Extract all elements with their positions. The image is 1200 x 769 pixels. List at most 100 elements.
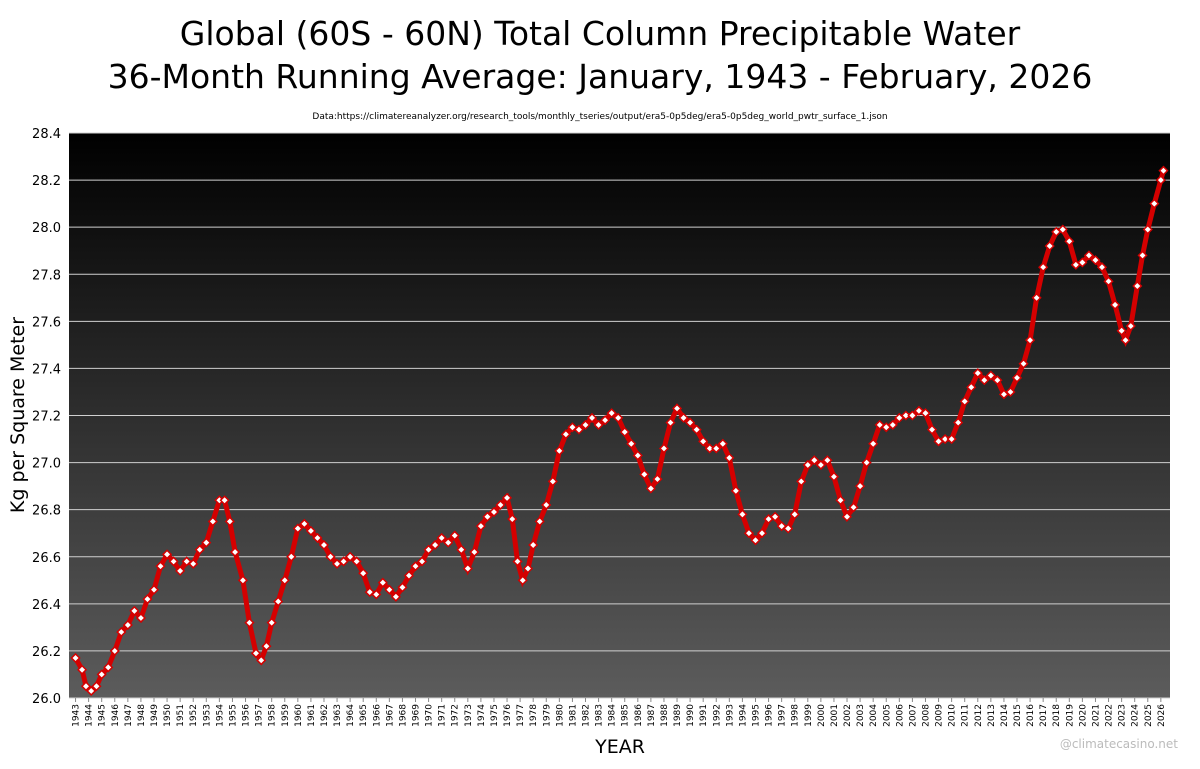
x-tick-label: 2013 [987, 704, 997, 727]
data-point [273, 596, 284, 607]
data-point [802, 459, 813, 470]
data-point [250, 648, 262, 659]
x-tick-label: 1993 [725, 704, 735, 727]
x-tick-label: 1983 [595, 704, 605, 727]
data-point [462, 563, 473, 574]
data-point [1018, 358, 1029, 369]
data-point [900, 410, 911, 421]
data-point [325, 551, 336, 562]
data-point [507, 514, 518, 525]
x-tick-label: 1988 [660, 704, 670, 727]
data-point [162, 549, 173, 560]
data-point [168, 556, 179, 567]
x-tick-label: 1967 [385, 704, 395, 727]
data-point [658, 443, 670, 454]
chart-subtitle: 36-Month Running Average: January, 1943 … [108, 57, 1093, 96]
data-point [743, 528, 755, 539]
data-point [593, 419, 604, 430]
y-tick-label: 26.6 [32, 551, 61, 566]
y-tick-label: 27.2 [32, 410, 61, 425]
data-point [711, 443, 722, 454]
x-tick-label: 1965 [359, 704, 369, 727]
data-point [855, 481, 866, 492]
data-point [397, 582, 408, 593]
chart-title: Global (60S - 60N) Total Column Precipit… [180, 14, 1021, 53]
y-tick-label: 27.6 [32, 315, 61, 330]
data-point [305, 525, 316, 536]
data-point [907, 410, 918, 421]
data-point [175, 565, 186, 576]
data-point [410, 561, 421, 572]
data-point [724, 452, 735, 463]
x-tick-label: 2007 [908, 704, 918, 727]
data-point [966, 382, 977, 393]
x-tick-label: 1968 [398, 704, 408, 727]
x-tick-label: 2020 [1078, 704, 1088, 727]
data-point [279, 575, 290, 586]
x-tick-label: 1954 [215, 704, 225, 727]
data-point [737, 509, 748, 520]
data-point [560, 429, 571, 440]
data-point [207, 516, 218, 527]
data-point [1011, 372, 1023, 383]
x-tick-label: 2004 [869, 704, 879, 727]
y-tick-label: 26.8 [32, 504, 61, 519]
source-note: Data:https://climatereanalyzer.org/resea… [312, 112, 887, 122]
data-point [501, 492, 513, 503]
data-point [261, 641, 272, 652]
data-point [750, 535, 761, 546]
data-point [1083, 250, 1094, 261]
data-point [586, 412, 598, 423]
data-point [1005, 386, 1016, 398]
y-tick-label: 28.2 [32, 174, 61, 189]
data-point [377, 577, 388, 588]
data-point [632, 450, 643, 461]
data-point [1090, 255, 1101, 266]
data-point [109, 645, 120, 656]
x-tick-label: 2026 [1157, 704, 1167, 727]
x-tick-label: 1972 [451, 704, 461, 727]
data-point [1142, 224, 1153, 235]
data-point [541, 499, 552, 511]
data-point [416, 556, 428, 567]
data-point [482, 511, 493, 522]
data-point [103, 662, 114, 673]
data-point [685, 417, 696, 428]
data-point [384, 584, 395, 595]
x-tick-label: 1969 [412, 704, 422, 727]
data-point [116, 627, 127, 638]
data-point [1155, 175, 1166, 186]
data-point [135, 612, 146, 624]
data-point [423, 544, 434, 555]
data-point [443, 537, 454, 548]
data-point [403, 570, 415, 581]
x-tick-label: 2025 [1144, 704, 1154, 727]
data-point [188, 558, 199, 569]
x-tick-label: 2017 [1039, 704, 1049, 727]
x-tick-label: 1979 [542, 704, 552, 727]
data-point [783, 523, 794, 534]
x-tick-label: 2018 [1052, 704, 1062, 727]
x-tick-label: 1980 [555, 704, 565, 727]
data-point [371, 589, 382, 600]
data-point [717, 438, 728, 449]
x-tick-label: 1994 [738, 704, 748, 727]
x-tick-label: 2003 [856, 704, 866, 727]
data-point [547, 476, 558, 487]
x-tick-label: 1985 [621, 704, 631, 727]
data-point [528, 539, 539, 551]
data-point [815, 459, 826, 470]
data-point [488, 506, 500, 518]
x-tick-label: 1987 [647, 704, 657, 727]
data-point [887, 419, 898, 430]
data-point [756, 528, 768, 539]
data-point [534, 516, 545, 527]
y-tick-label: 27.4 [32, 362, 61, 377]
y-tick-label: 27.0 [32, 457, 61, 472]
data-point [920, 408, 931, 419]
data-point [992, 375, 1003, 386]
data-point [345, 551, 356, 562]
data-point [80, 681, 92, 692]
x-tick-label: 1953 [202, 704, 212, 727]
